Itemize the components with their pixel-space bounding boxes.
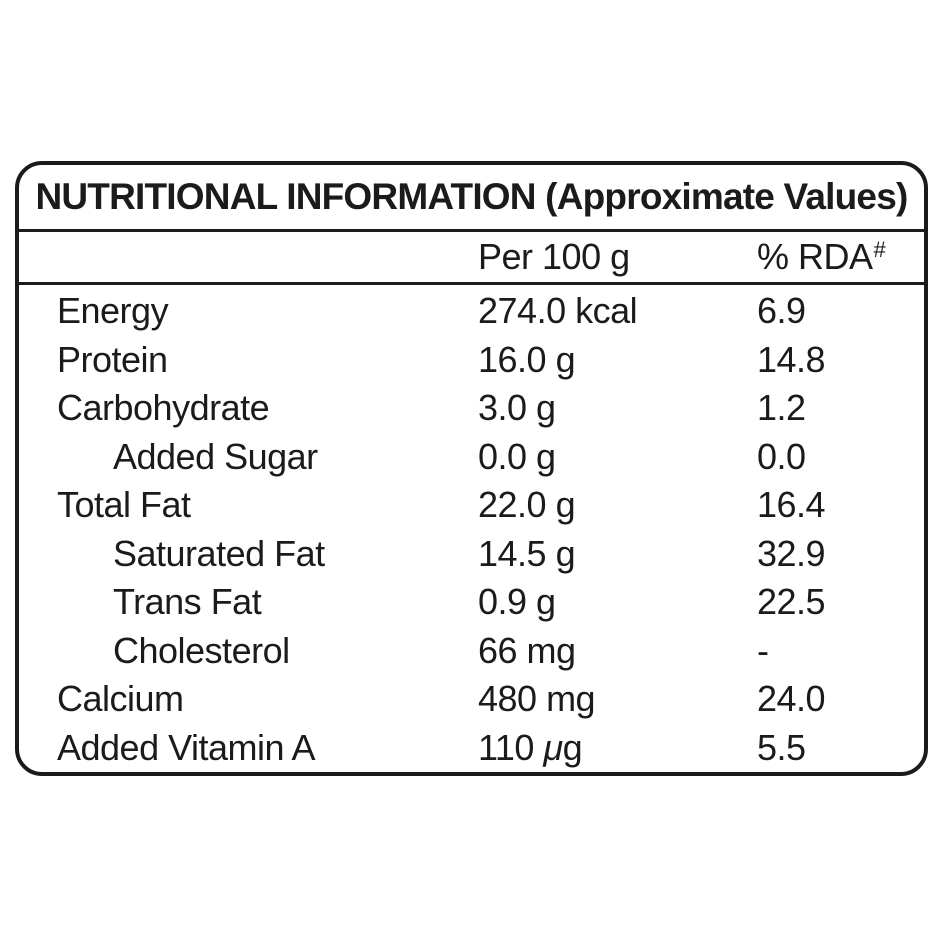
nutrient-amount: 110 μg (478, 726, 583, 768)
table-row: Added Vitamin A 110 μg 5.5 (19, 724, 924, 773)
nutrient-rda-percent: 0.0 (757, 435, 806, 477)
nutrient-name: Cholesterol (113, 629, 290, 671)
nutrient-amount: 0.9 g (478, 581, 556, 623)
nutrient-name: Added Sugar (113, 435, 318, 477)
nutrient-amount: 22.0 g (478, 484, 576, 526)
nutrient-amount: 480 mg (478, 678, 596, 720)
rda-footnote-marker: # (873, 237, 886, 262)
nutrient-name: Carbohydrate (57, 387, 270, 429)
table-row: Saturated Fat 14.5 g 32.9 (19, 530, 924, 579)
nutrient-name: Total Fat (57, 484, 191, 526)
micro-symbol: μ (543, 726, 563, 768)
nutrient-amount: 0.0 g (478, 435, 556, 477)
column-header-amount: Per 100 g (478, 236, 630, 277)
nutrient-rda-percent: 6.9 (757, 290, 806, 332)
table-row: Added Sugar 0.0 g 0.0 (19, 433, 924, 482)
nutrient-rda-percent: 14.8 (757, 338, 826, 380)
nutrient-rda-percent: 22.5 (757, 581, 826, 623)
table-row: Cholesterol 66 mg - (19, 627, 924, 676)
table-row: Total Fat 22.0 g 16.4 (19, 481, 924, 530)
nutrient-amount: 66 mg (478, 629, 576, 671)
nutrient-rda-percent: 24.0 (757, 678, 826, 720)
nutrient-rda-percent: 16.4 (757, 484, 826, 526)
nutrient-rda-percent: - (757, 629, 769, 671)
nutrition-facts-table: NUTRITIONAL INFORMATION (Approximate Val… (15, 161, 928, 776)
nutrient-rda-percent: 5.5 (757, 726, 806, 768)
nutrient-name: Saturated Fat (113, 532, 325, 574)
table-body: Energy 274.0 kcal 6.9 Protein 16.0 g 14.8 Carb… (19, 285, 924, 772)
table-row: Protein 16.0 g 14.8 (19, 336, 924, 385)
nutrient-name: Trans Fat (113, 581, 262, 623)
table-row: Carbohydrate 3.0 g 1.2 (19, 384, 924, 433)
nutrient-amount: 16.0 g (478, 338, 576, 380)
table-title-row: NUTRITIONAL INFORMATION (Approximate Val… (19, 165, 924, 232)
nutrient-name: Added Vitamin A (57, 726, 316, 768)
column-header-rda: % RDA# (757, 236, 924, 278)
nutrient-amount: 14.5 g (478, 532, 576, 574)
nutrient-name: Protein (57, 338, 168, 380)
table-row: Energy 274.0 kcal 6.9 (19, 287, 924, 336)
nutrient-rda-percent: 32.9 (757, 532, 826, 574)
nutrient-amount: 3.0 g (478, 387, 556, 429)
nutrient-name: Calcium (57, 678, 184, 720)
nutrient-rda-percent: 1.2 (757, 387, 806, 429)
table-row: Calcium 480 mg 24.0 (19, 675, 924, 724)
rda-label: % RDA (757, 236, 873, 277)
nutrient-name: Energy (57, 290, 169, 332)
column-header-row: Per 100 g % RDA# (19, 232, 924, 285)
table-row: Trans Fat 0.9 g 22.5 (19, 578, 924, 627)
table-title: NUTRITIONAL INFORMATION (Approximate Val… (35, 176, 908, 217)
nutrient-amount: 274.0 kcal (478, 290, 638, 332)
